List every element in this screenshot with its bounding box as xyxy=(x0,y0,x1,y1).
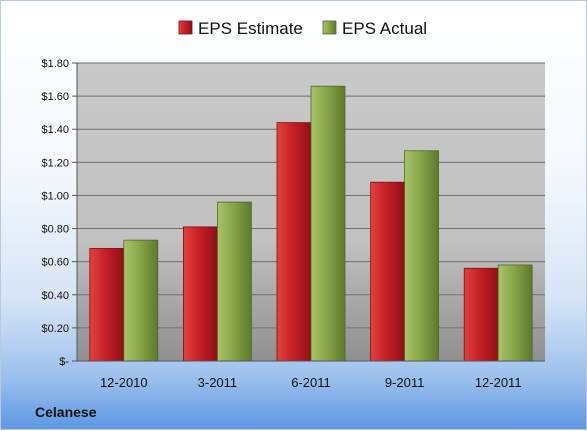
y-tick-label: $1.00 xyxy=(41,190,69,202)
y-tick-label: $1.20 xyxy=(41,157,69,169)
x-tick-label: 6-2011 xyxy=(291,375,331,390)
y-tick-label: $0.40 xyxy=(41,290,69,302)
y-tick-label: $1.80 xyxy=(41,58,69,70)
bar-actual xyxy=(216,201,252,362)
bar-estimate xyxy=(276,122,312,362)
legend-label: EPS Estimate xyxy=(198,19,303,38)
y-tick-label: $0.80 xyxy=(41,224,69,236)
axes: $- $0.20 $0.40 $0.60 $0.80 $1.00 $1.20 $1.40 $1.… xyxy=(41,58,545,390)
bar-estimate xyxy=(370,181,406,362)
bar-estimate xyxy=(89,248,125,362)
bar-estimate xyxy=(182,226,218,362)
x-tick-label: 12-2011 xyxy=(475,375,522,390)
bars xyxy=(89,85,533,362)
bar-estimate xyxy=(463,267,499,362)
bar-actual xyxy=(123,239,159,362)
legend-swatch xyxy=(322,20,337,35)
legend: EPS Estimate EPS Actual xyxy=(178,19,427,38)
bar-actual xyxy=(404,150,440,362)
x-tick-label: 12-2010 xyxy=(100,375,148,390)
y-tick-label: $1.60 xyxy=(41,91,69,103)
company-label: Celanese xyxy=(35,404,97,420)
y-tick-label: $1.40 xyxy=(41,124,69,136)
y-tick-label: $0.60 xyxy=(41,257,69,269)
bar-actual xyxy=(497,264,533,362)
legend-label: EPS Actual xyxy=(342,19,427,38)
y-tick-label: $- xyxy=(59,356,69,368)
x-tick-label: 9-2011 xyxy=(385,375,425,390)
y-tick-label: $0.20 xyxy=(41,323,69,335)
bar-actual xyxy=(310,85,346,362)
legend-swatch xyxy=(178,20,193,35)
x-tick-label: 3-2011 xyxy=(198,375,238,390)
